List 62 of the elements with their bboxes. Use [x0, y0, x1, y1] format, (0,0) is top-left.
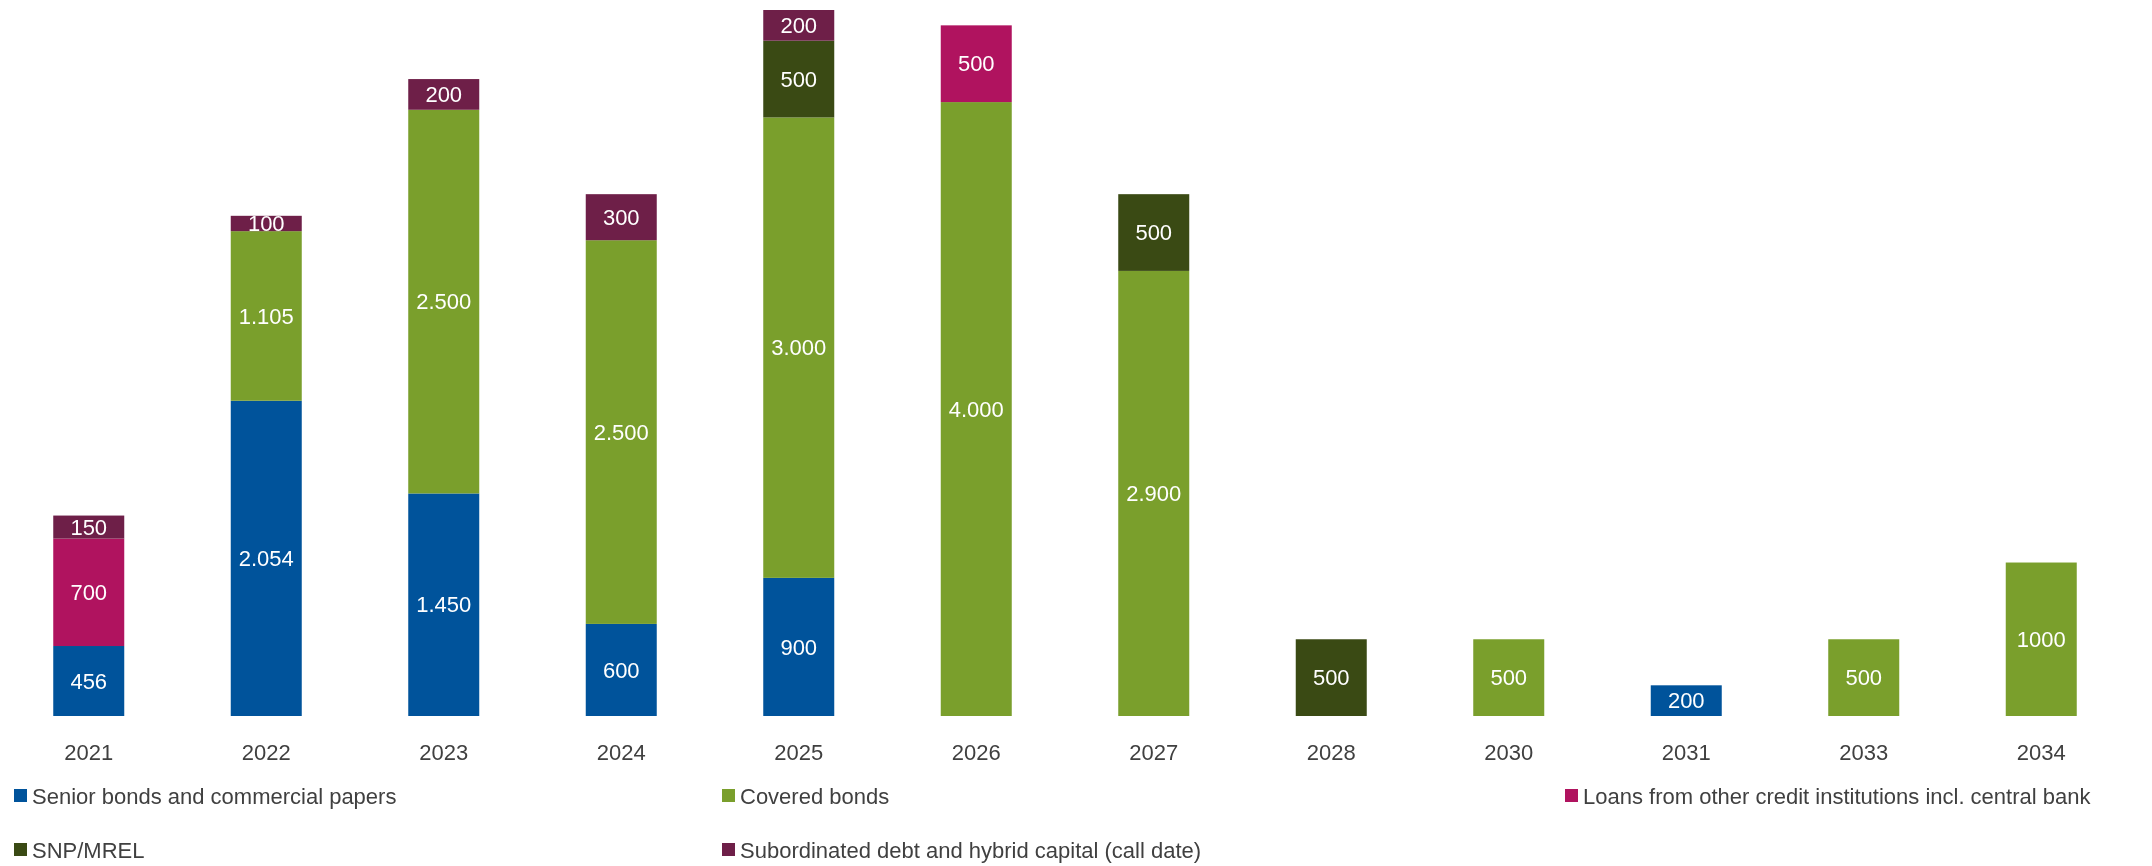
bar	[585, 623, 657, 716]
x-tick-label: 2021	[64, 740, 114, 765]
data-label: 900	[780, 634, 818, 660]
x-tick-label: 2033	[1839, 740, 1889, 765]
data-label: 500	[780, 66, 818, 92]
bar	[585, 240, 657, 624]
data-label: 300	[602, 204, 640, 230]
bar	[230, 231, 302, 401]
bar	[1118, 194, 1190, 271]
x-tick-label: 2028	[1306, 740, 1356, 765]
x-tick-label: 2031	[1661, 740, 1711, 765]
x-tick-label: 2030	[1484, 740, 1534, 765]
bar	[763, 577, 835, 716]
data-label: 500	[1490, 665, 1528, 691]
bar	[408, 493, 480, 716]
legend-label: Senior bonds and commercial papers	[32, 783, 397, 809]
bar	[763, 40, 835, 118]
x-tick-label: 2024	[596, 740, 646, 765]
legend-label: Covered bonds	[740, 783, 890, 809]
data-label: 200	[425, 82, 463, 108]
data-label: 456	[70, 668, 108, 694]
data-label: 1000	[2016, 626, 2066, 652]
data-label: 3.000	[771, 335, 827, 361]
data-label: 2.900	[1126, 481, 1182, 507]
bar	[408, 109, 480, 494]
bar	[585, 194, 657, 241]
data-label: 1.105	[238, 303, 294, 329]
bar	[230, 400, 302, 716]
data-label: 1.450	[416, 592, 472, 618]
data-label: 500	[957, 51, 995, 77]
data-label: 2.054	[238, 546, 294, 572]
x-tick-label: 2027	[1129, 740, 1179, 765]
legend-label: SNP/MREL	[32, 837, 145, 863]
bar	[53, 646, 125, 716]
x-tick-label: 2025	[774, 740, 824, 765]
bar	[1473, 639, 1545, 716]
legend-label: Loans from other credit institutions incl. central bank	[1583, 783, 2092, 809]
x-tick-label: 2026	[951, 740, 1001, 765]
bar	[53, 538, 125, 647]
data-label: 2.500	[593, 419, 649, 445]
data-label: 200	[1667, 688, 1705, 714]
data-label: 500	[1845, 665, 1883, 691]
bar	[1295, 639, 1367, 716]
data-label: 700	[70, 580, 108, 605]
data-label: 2.500	[416, 289, 472, 315]
data-label: 500	[1312, 665, 1350, 691]
data-label: 100	[247, 211, 285, 237]
data-label: 4.000	[948, 396, 1004, 422]
x-tick-label: 2023	[419, 740, 469, 765]
data-label: 200	[780, 13, 818, 39]
bar	[763, 117, 835, 578]
legend-label: Subordinated debt and hybrid capital (call date)	[740, 837, 1202, 863]
bar	[1828, 639, 1900, 716]
bar	[940, 25, 1012, 103]
data-label: 150	[70, 514, 108, 540]
x-tick-label: 2034	[2016, 740, 2066, 765]
x-tick-label: 2022	[241, 740, 291, 765]
bar	[1118, 270, 1190, 716]
data-label: 600	[602, 657, 640, 683]
bar	[940, 102, 1012, 716]
data-label: 500	[1135, 220, 1173, 246]
bar	[2005, 562, 2077, 716]
